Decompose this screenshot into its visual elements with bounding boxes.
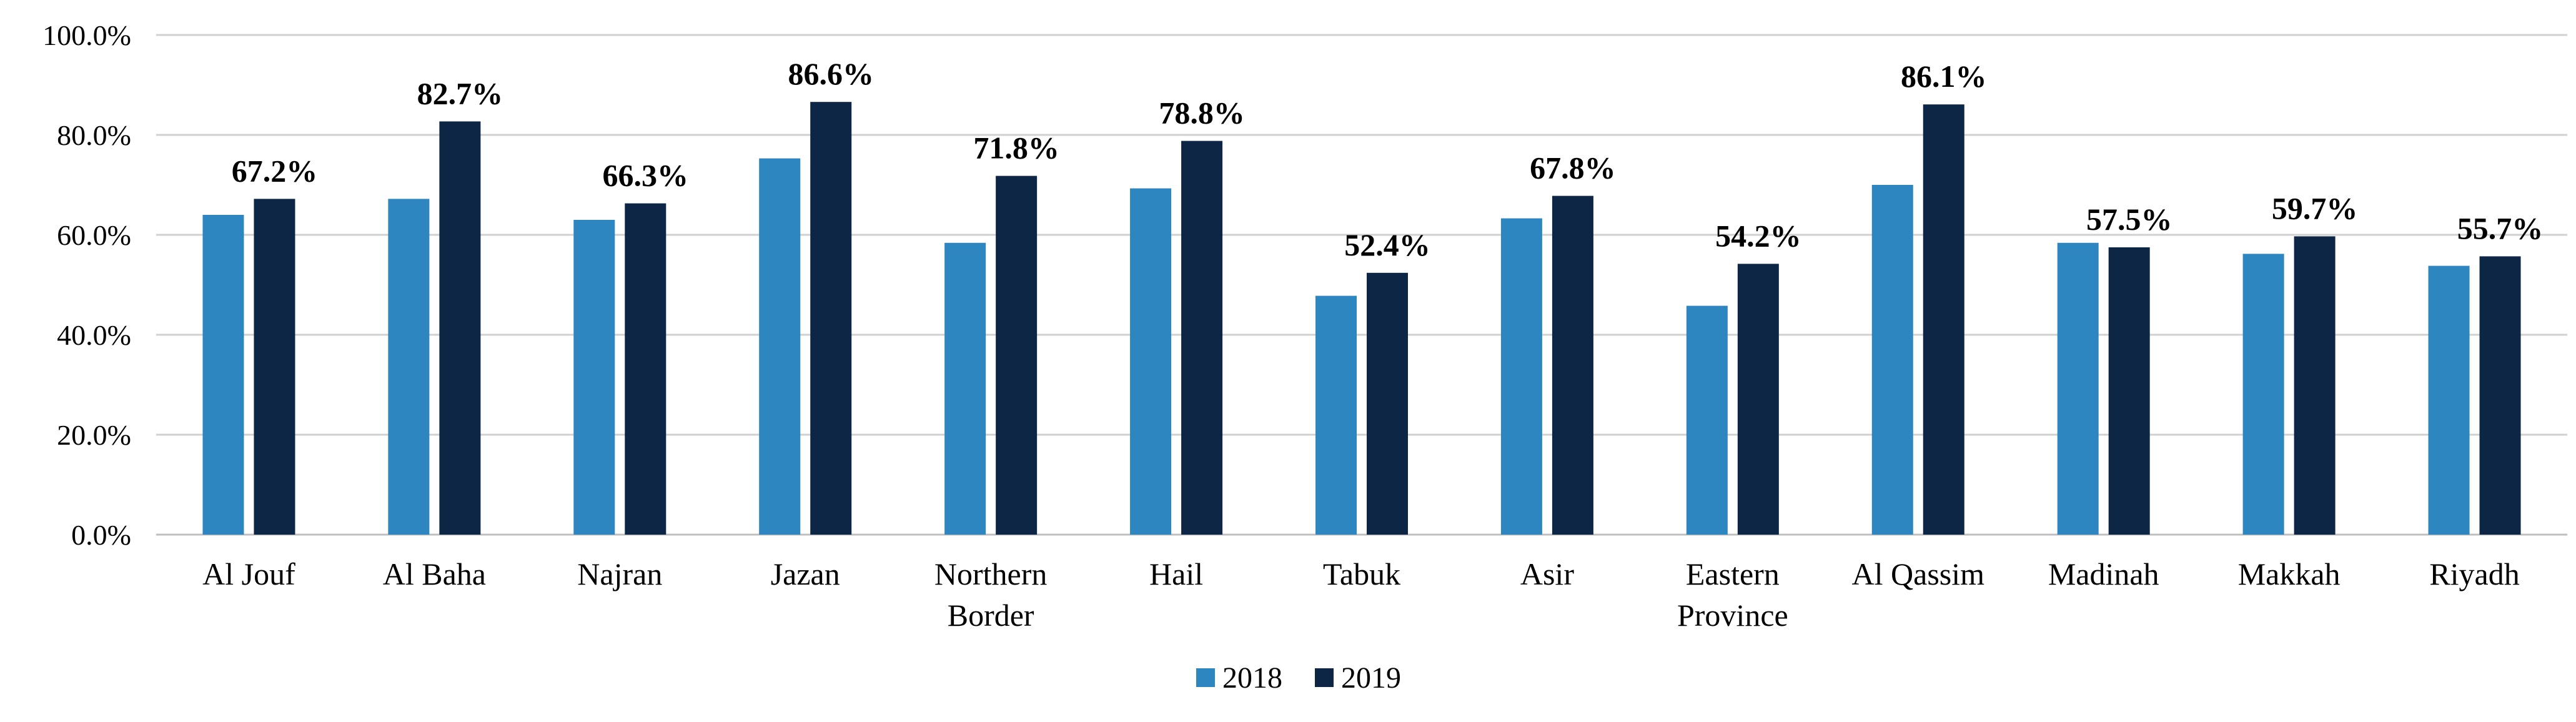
category-label: Eastern Province xyxy=(1677,556,1788,633)
data-label-2019: 82.7% xyxy=(417,76,503,111)
data-label-2019: 66.3% xyxy=(603,158,689,193)
legend-label: 2019 xyxy=(1341,661,1401,695)
x-axis-categories: Al Jouf Al Baha Najran Jazan Northern Border H… xyxy=(202,556,2520,633)
bar-2019[interactable] xyxy=(1552,195,1593,535)
bar-2019[interactable] xyxy=(810,102,852,535)
category-label: Al Baha xyxy=(383,556,486,591)
y-tick-label: 20.0% xyxy=(57,419,131,451)
legend[interactable]: 2018 2019 xyxy=(1196,661,1401,695)
category-label: Riyadh xyxy=(2429,556,2519,591)
data-label-2019: 57.5% xyxy=(2086,202,2172,237)
category-label: Northern Border xyxy=(934,556,1048,633)
data-label-2019: 86.6% xyxy=(788,56,874,91)
y-tick-label: 100.0% xyxy=(42,19,131,51)
bar-2019[interactable] xyxy=(1181,141,1223,535)
data-label-2019: 86.1% xyxy=(1901,59,1987,94)
category-label: Madinah xyxy=(2048,556,2159,591)
category-label: Makkah xyxy=(2238,556,2341,591)
legend-item-2018[interactable]: 2018 xyxy=(1196,661,1282,695)
bar-2018[interactable] xyxy=(1315,295,1357,535)
bar-2018[interactable] xyxy=(759,158,801,535)
bars xyxy=(202,102,2521,535)
category-label: Jazan xyxy=(771,556,840,591)
bar-2018[interactable] xyxy=(1130,188,1172,535)
bar-2019[interactable] xyxy=(2108,247,2150,535)
bar-2018[interactable] xyxy=(2057,242,2099,535)
bar-2018[interactable] xyxy=(388,199,430,535)
gridlines xyxy=(156,34,2567,536)
bar-2019[interactable] xyxy=(2479,256,2521,535)
data-label-2019: 52.4% xyxy=(1344,227,1430,262)
bar-2018[interactable] xyxy=(1686,305,1728,535)
bar-2019[interactable] xyxy=(625,203,666,535)
legend-swatch xyxy=(1196,668,1215,687)
bar-2019[interactable] xyxy=(1367,272,1408,535)
bar-2018[interactable] xyxy=(1500,218,1542,535)
data-label-2019: 71.8% xyxy=(973,131,1059,166)
bar-2019[interactable] xyxy=(1737,264,1779,535)
bar-2019[interactable] xyxy=(439,121,481,535)
bar-2019[interactable] xyxy=(254,199,295,535)
y-tick-label: 40.0% xyxy=(57,319,131,351)
bar-2019[interactable] xyxy=(996,176,1038,535)
legend-label: 2018 xyxy=(1222,661,1282,695)
bar-2019[interactable] xyxy=(2294,236,2336,535)
bar-2018[interactable] xyxy=(573,220,615,535)
category-label: Hail xyxy=(1149,556,1203,591)
category-label: Asir xyxy=(1520,556,1574,591)
category-label: Al Jouf xyxy=(202,556,295,591)
data-label-2019: 55.7% xyxy=(2457,210,2544,245)
legend-swatch xyxy=(1315,668,1334,687)
y-axis-ticks: 0.0% 20.0% 40.0% 60.0% 80.0% 100.0% xyxy=(42,19,131,551)
y-tick-label: 0.0% xyxy=(71,519,131,551)
bar-2018[interactable] xyxy=(202,215,244,535)
bar-2018[interactable] xyxy=(944,242,986,535)
bar-2018[interactable] xyxy=(2428,265,2470,535)
bar-2019[interactable] xyxy=(1923,104,1964,535)
category-label: Tabuk xyxy=(1323,556,1400,591)
legend-item-2019[interactable]: 2019 xyxy=(1315,661,1401,695)
y-tick-label: 60.0% xyxy=(57,219,131,251)
data-label-2019: 54.2% xyxy=(1715,218,1801,253)
data-label-2019: 67.8% xyxy=(1530,151,1616,185)
y-tick-label: 80.0% xyxy=(57,119,131,151)
category-label: Al Qassim xyxy=(1852,556,1985,591)
bar-2018[interactable] xyxy=(1871,185,1913,535)
category-label: Najran xyxy=(577,556,662,591)
data-labels: 67.2% 82.7% 66.3% 86.6% 71.8% 78.8% 52.4% 67.8%… xyxy=(232,56,2544,262)
data-label-2019: 78.8% xyxy=(1159,96,1245,131)
data-label-2019: 67.2% xyxy=(232,153,318,188)
data-label-2019: 59.7% xyxy=(2272,190,2358,225)
bar-2018[interactable] xyxy=(2242,254,2284,535)
